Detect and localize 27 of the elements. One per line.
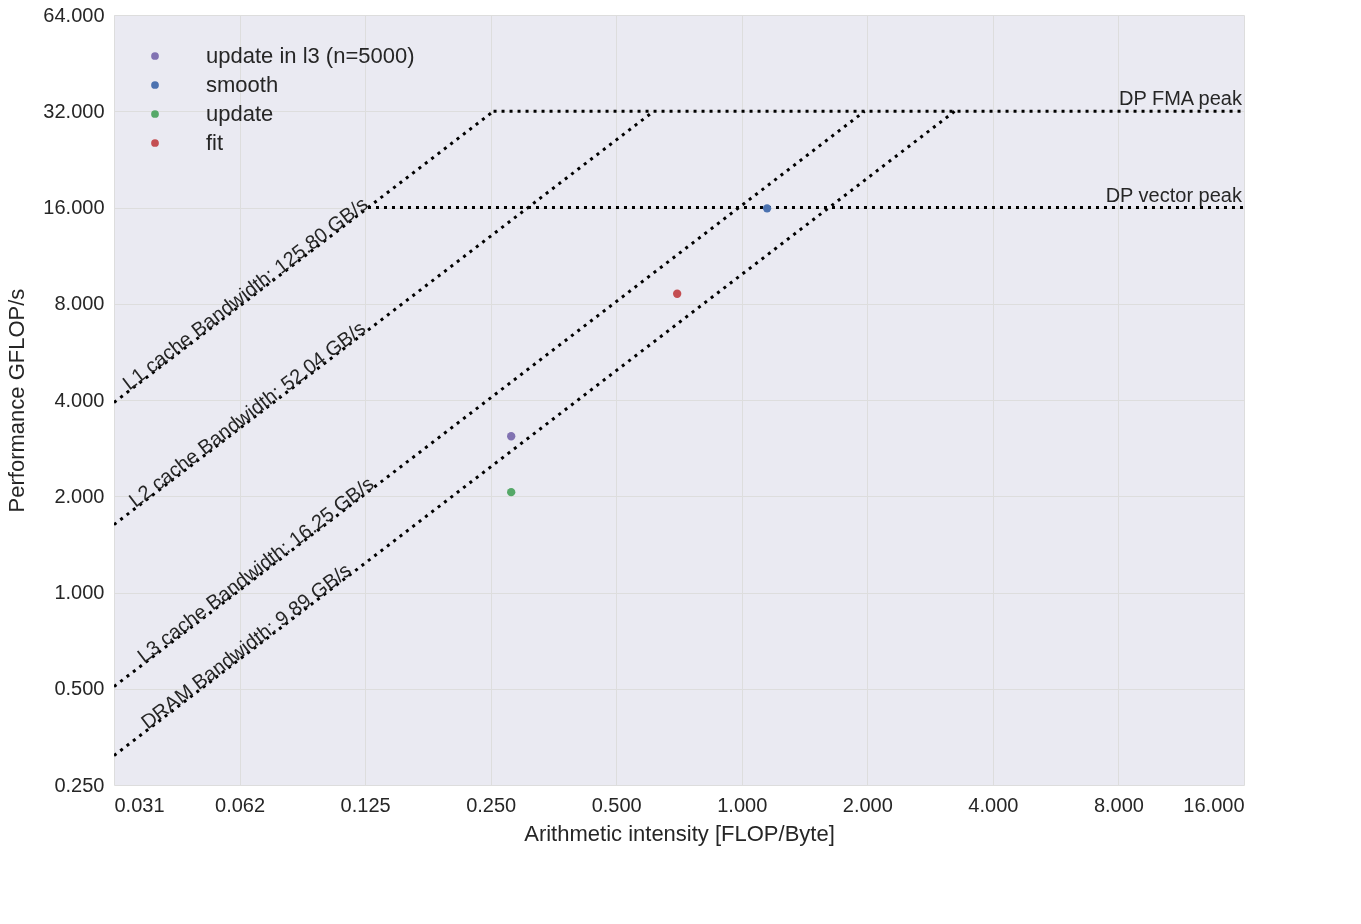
legend-label: update	[206, 101, 274, 126]
x-tick-label: 4.000	[968, 793, 1019, 816]
x-tick-label: 0.125	[340, 793, 391, 816]
y-tick-label: 64.000	[43, 3, 105, 26]
legend-label: smooth	[206, 72, 279, 97]
y-tick-label: 1.000	[54, 581, 105, 603]
y-tick-label: 8.000	[54, 292, 105, 315]
x-tick-label: 16.000	[1183, 793, 1245, 816]
y-tick-label: 0.500	[54, 677, 105, 700]
y-tick-label: 32.000	[43, 99, 105, 122]
y-tick-label: 2.000	[54, 484, 105, 507]
series-label: DP FMA peak	[1118, 87, 1243, 110]
x-tick-label: 0.062	[215, 793, 266, 816]
x-tick-label: 0.250	[466, 793, 517, 816]
y-tick-label: 0.250	[54, 773, 105, 796]
x-tick-label: 2.000	[842, 793, 893, 816]
series-label: DP vector peak	[1105, 183, 1243, 206]
y-tick-label: 4.000	[54, 388, 105, 411]
x-axis-title: Arithmetic intensity [FLOP/Byte]	[524, 820, 835, 846]
x-tick-label: 0.031	[114, 793, 165, 816]
y-axis-title: Performance GFLOP/s	[4, 288, 30, 513]
x-tick-label: 1.000	[717, 793, 768, 816]
legend-label: update in l3 (n=5000)	[206, 43, 415, 68]
x-tick-label: 8.000	[1093, 793, 1144, 816]
y-tick-label: 16.000	[43, 196, 105, 218]
legend-label: fit	[206, 130, 224, 155]
x-tick-label: 0.500	[591, 793, 642, 816]
